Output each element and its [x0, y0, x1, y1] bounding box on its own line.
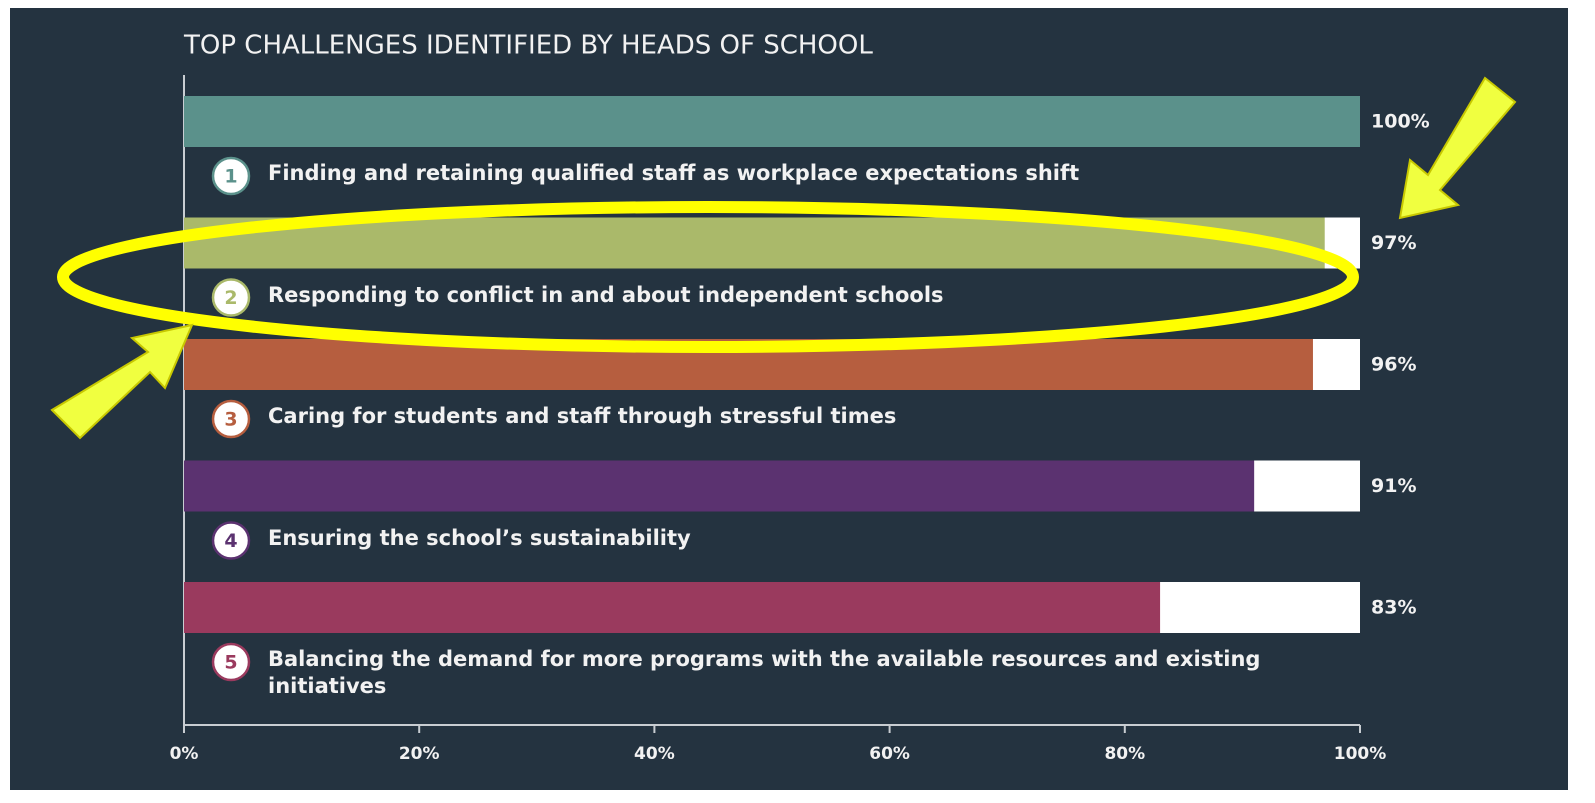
- value-label: 83%: [1371, 597, 1416, 619]
- category-label: Caring for students and staff through st…: [268, 404, 897, 428]
- x-tick-label: 100%: [1334, 744, 1387, 764]
- value-label: 91%: [1371, 475, 1416, 497]
- x-tick-label: 40%: [634, 744, 675, 764]
- value-label: 97%: [1371, 232, 1416, 254]
- bar: [184, 582, 1161, 633]
- arrow: [50, 323, 194, 440]
- rank-badge: [211, 521, 251, 560]
- category-label: Balancing the demand for more programs w…: [268, 647, 1261, 698]
- x-tick-label: 20%: [399, 744, 440, 764]
- rank-badge: [211, 278, 251, 317]
- x-tick-label: 80%: [1104, 744, 1145, 764]
- rank-number: 1: [224, 166, 237, 188]
- category-label: Ensuring the school’s sustainability: [268, 525, 691, 550]
- value-label: 96%: [1371, 354, 1416, 376]
- rank-badge: [211, 399, 251, 439]
- rank-badge: [211, 642, 251, 682]
- highlight-ellipse: [57, 201, 1359, 353]
- category-label: Responding to conflict in and about inde…: [268, 282, 944, 307]
- value-label: 100%: [1371, 111, 1430, 133]
- x-tick-label: 60%: [869, 744, 910, 764]
- rank-badge: [211, 156, 251, 196]
- rank-number: 2: [224, 287, 237, 309]
- x-tick-label: 0%: [170, 744, 199, 764]
- bar: [184, 96, 1360, 147]
- annotations: [50, 76, 1517, 440]
- rank-number: 5: [224, 652, 237, 674]
- rank-number: 4: [224, 530, 237, 552]
- chart-title: TOP CHALLENGES IDENTIFIED BY HEADS OF SC…: [183, 31, 873, 61]
- rank-number: 3: [224, 409, 237, 431]
- bar: [184, 460, 1255, 512]
- category-label: Finding and retaining qualified staff as…: [268, 161, 1080, 185]
- arrow: [1398, 76, 1517, 220]
